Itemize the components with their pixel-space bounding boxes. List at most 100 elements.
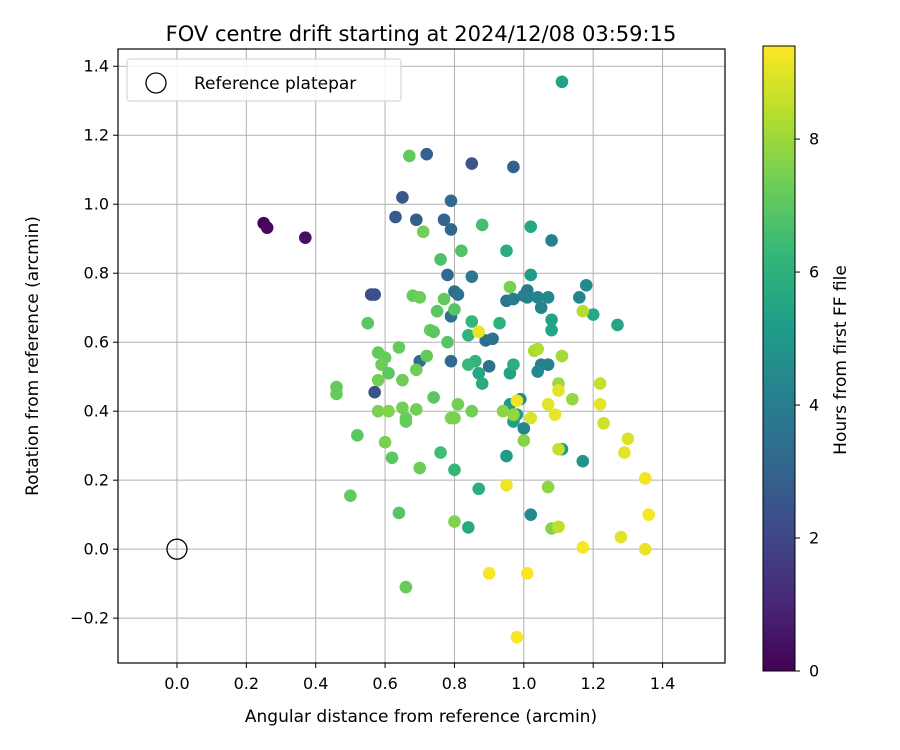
reference-layer [166,538,188,560]
data-point [448,515,461,528]
data-point [503,280,517,294]
data-point [548,408,562,421]
data-point [531,365,544,378]
data-point [434,446,447,459]
data-point [493,316,506,330]
data-point [576,304,590,318]
data-point [552,520,565,534]
data-point [344,489,357,503]
data-point [472,366,486,380]
data-point [465,315,479,328]
data-point [576,454,590,468]
data-point [496,404,510,418]
data-point [510,394,524,408]
data-point [507,292,520,306]
data-point [555,349,569,363]
data-point [462,358,475,371]
grid-lines [118,49,725,663]
data-point [396,373,409,387]
data-point [579,278,593,292]
data-point [507,160,520,174]
data-point [382,366,395,380]
y-axis-label: Rotation from reference (arcmin) [23,216,43,496]
legend: Reference platepar [126,58,402,102]
data-point [434,253,447,266]
data-point [430,304,444,318]
data-point [618,446,631,459]
data-point [586,308,600,321]
data-point [593,377,607,390]
data-point [541,397,555,411]
data-point [378,435,392,449]
data-point [368,385,381,399]
data-point [638,542,652,556]
data-point [444,223,458,236]
data-point [541,358,555,371]
x-axis-label: Angular distance from reference (arcmin) [245,707,597,727]
data-point [507,408,520,421]
data-point [399,580,413,594]
data-point [614,530,628,544]
data-point [413,291,427,304]
data-point [389,210,402,224]
data-point [642,508,655,521]
data-point [465,270,479,283]
data-point [576,541,590,554]
x-tick-label: 0.2 [234,674,259,693]
data-point [403,149,416,163]
colorbar-tick-label: 2 [809,529,819,548]
data-point [531,291,544,304]
data-point [448,411,461,425]
data-point [409,403,423,416]
y-tick-label: 0.8 [84,264,109,283]
data-point [566,392,579,406]
colorbar-label: Hours from first FF file [831,265,851,455]
data-point [486,332,499,346]
data-point [396,401,409,415]
data-point [260,221,274,234]
reference-point-marker [166,538,188,560]
data-point [520,567,534,580]
data-point [371,373,385,387]
legend-marker [145,72,167,94]
data-point [500,449,513,463]
data-point [472,325,486,339]
data-point [573,291,586,304]
data-point [451,397,465,411]
data-point [534,301,548,315]
data-point [593,397,607,411]
colorbar-tick-label: 4 [809,396,819,415]
data-points [257,75,655,644]
data-point [520,291,534,304]
colorbar [763,46,795,671]
data-point [375,358,388,371]
y-tick-label: 1.4 [84,57,109,76]
data-point [611,318,624,332]
colorbar-tick-label: 0 [809,662,819,681]
y-tick-label: 1.0 [84,195,109,214]
data-point [524,411,538,425]
data-point [524,268,538,282]
data-point [361,316,375,330]
y-tick-label: −0.2 [70,609,109,628]
data-point [621,432,635,446]
data-point [385,451,399,465]
data-point [448,303,461,316]
data-point [475,218,489,232]
data-point [413,461,427,475]
data-point [444,194,458,208]
data-point [420,147,434,161]
x-tick-label: 1.0 [511,674,536,693]
data-point [462,329,475,342]
x-tick-label: 1.4 [650,674,675,693]
y-tick-label: 0.6 [84,333,109,352]
colorbar-frame [762,45,796,672]
data-point [517,422,531,435]
x-tick-label: 0.8 [442,674,467,693]
data-point [597,416,610,430]
data-point [455,244,468,258]
data-point [545,323,558,337]
data-point [448,463,461,477]
data-point [462,521,475,534]
